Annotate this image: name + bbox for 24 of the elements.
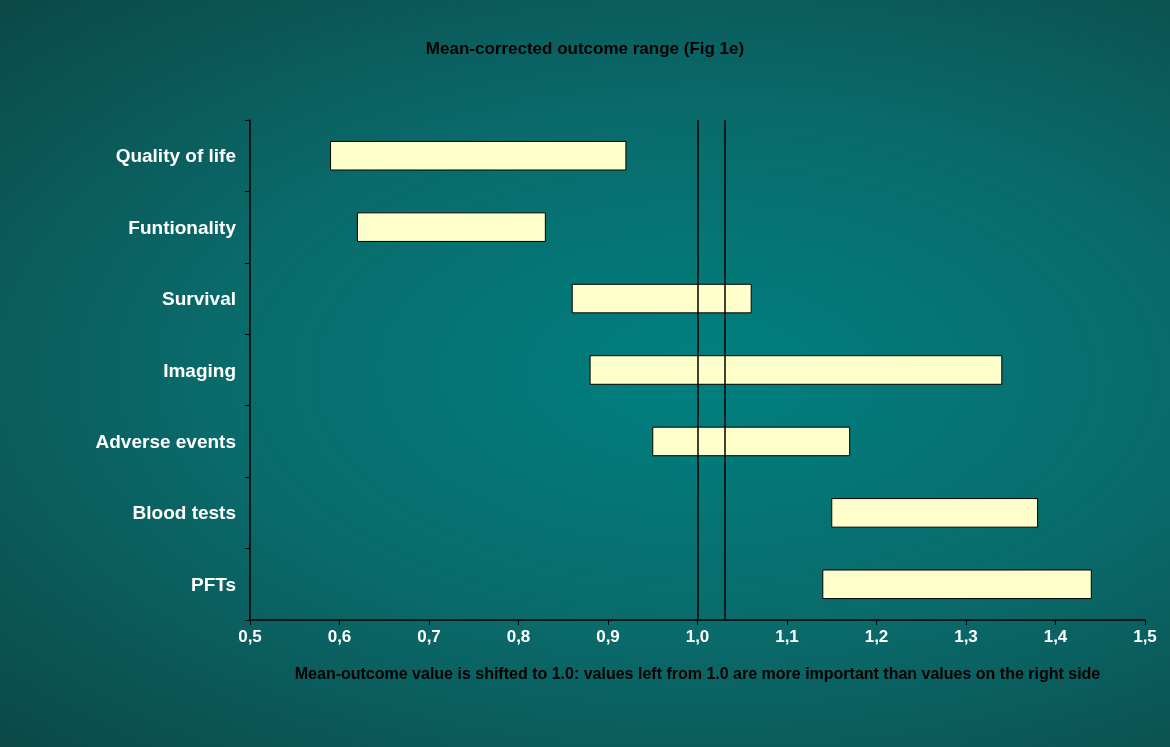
x-tick-label: 1,4 (1043, 627, 1068, 646)
y-tick-label: PFTs (190, 573, 236, 595)
x-tick-label: 0,9 (596, 627, 620, 646)
x-tick-label: 1,0 (685, 627, 710, 646)
y-tick-label: Funtionality (128, 216, 237, 238)
bar (831, 498, 1039, 528)
y-tick-label: Blood tests (132, 502, 236, 524)
bar (330, 140, 627, 171)
x-tick-label: 0,7 (417, 627, 441, 646)
bar (356, 212, 546, 242)
bar (822, 569, 1092, 600)
x-tick-label: 1,5 (1133, 627, 1157, 646)
x-tick-label: 1,1 (775, 627, 799, 646)
x-tick-label: 0,6 (327, 627, 352, 646)
x-tick-label: 0,8 (506, 627, 531, 646)
x-axis-title: Mean-outcome value is shifted to 1.0: values left from 1.0 are more important than values on the right side (294, 664, 1101, 682)
y-tick-label: Adverse events (95, 430, 236, 452)
x-tick-label: 1,2 (864, 627, 889, 646)
y-tick-label: Survival (162, 288, 236, 310)
y-tick-label: Imaging (163, 359, 236, 381)
chart-title: Mean-corrected outcome range (Fig 1e) (425, 39, 745, 58)
x-tick-label: 1,3 (954, 627, 978, 646)
x-tick-label: 0,5 (238, 627, 262, 646)
y-tick-label: Quality of life (115, 145, 236, 167)
